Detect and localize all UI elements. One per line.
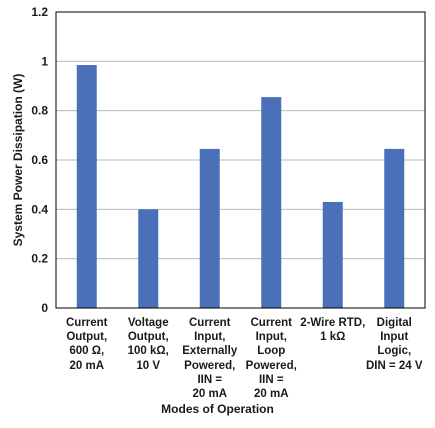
plot-frame [55, 11, 426, 309]
bar [138, 209, 159, 308]
bar [76, 65, 97, 309]
bar [322, 201, 343, 308]
x-tick-label: Current Input, Externally Powered, IIN =… [182, 317, 238, 401]
y-tick-label: 0.2 [31, 252, 48, 266]
x-axis-title: Modes of Operation [161, 402, 274, 416]
y-axis-title: System Power Dissipation (W) [11, 73, 25, 247]
bar [199, 148, 220, 308]
bar [261, 97, 282, 308]
axes [55, 11, 426, 309]
x-tick-label: 2-Wire RTD, 1 kΩ [300, 317, 366, 344]
y-tick-label: 0.6 [31, 153, 48, 167]
bars [76, 65, 405, 309]
y-tick-label: 0.4 [31, 202, 48, 216]
y-tick-label: 0 [41, 301, 48, 315]
y-tick-labels: 0 0.2 0.4 0.6 0.8 1 1.2 [31, 5, 48, 315]
x-tick-label: Voltage Output, 100 kΩ, 10 V [127, 317, 169, 372]
x-tick-label: Current Output, 600 Ω, 20 mA [65, 317, 108, 372]
y-tick-label: 0.8 [31, 104, 48, 118]
y-tick-label: 1 [41, 54, 48, 68]
bar [384, 148, 405, 308]
x-tick-label: Current Input, Loop Powered, IIN = 20 mA [245, 317, 297, 401]
x-tick-label: Digital Input Logic, DIN = 24 V [365, 317, 423, 372]
y-tick-label: 1.2 [31, 5, 48, 19]
gridlines [56, 11, 425, 260]
